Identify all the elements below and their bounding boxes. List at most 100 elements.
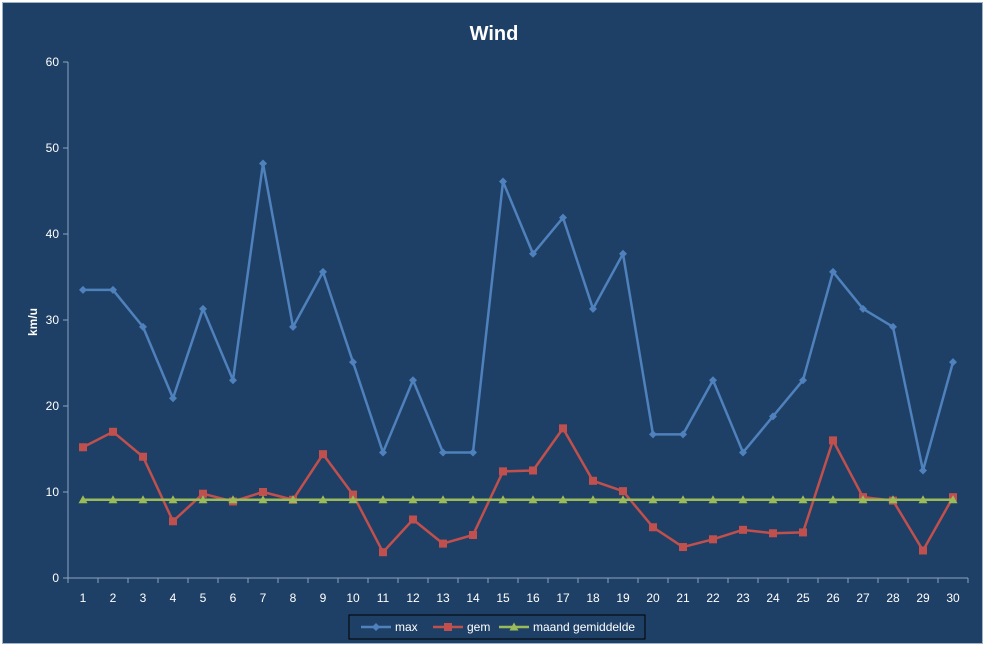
data-point-gem [619, 487, 627, 496]
chart-title: Wind [470, 23, 519, 45]
data-point-max [79, 285, 87, 294]
data-point-maand-gemiddelde [408, 495, 418, 504]
data-point-maand-gemiddelde [918, 495, 928, 504]
data-point-maand-gemiddelde [558, 495, 568, 504]
data-point-maand-gemiddelde [468, 495, 478, 504]
data-point-max [109, 285, 117, 294]
data-point-max [139, 322, 147, 331]
data-point-gem [769, 529, 777, 538]
y-tick-label: 60 [46, 55, 60, 69]
x-tick-label: 5 [200, 591, 207, 605]
data-point-maand-gemiddelde [618, 495, 628, 504]
data-point-maand-gemiddelde [78, 495, 88, 504]
x-tick-label: 16 [526, 591, 540, 605]
legend-item-maand-gemiddelde: maand gemiddelde [499, 620, 635, 634]
data-point-maand-gemiddelde [348, 495, 358, 504]
data-point-max [529, 249, 537, 258]
data-point-gem [319, 450, 327, 459]
legend-label: maand gemiddelde [533, 620, 635, 634]
data-point-max [859, 304, 867, 313]
data-point-maand-gemiddelde [138, 495, 148, 504]
data-point-maand-gemiddelde [948, 495, 958, 504]
data-point-max [829, 267, 837, 276]
data-point-maand-gemiddelde [318, 495, 328, 504]
data-point-gem [529, 466, 537, 475]
x-tick-label: 1 [80, 591, 87, 605]
data-point-maand-gemiddelde [438, 495, 448, 504]
x-tick-label: 17 [556, 591, 570, 605]
data-point-maand-gemiddelde [198, 495, 208, 504]
series-gem [79, 424, 957, 557]
x-tick-label: 7 [260, 591, 267, 605]
data-point-max [739, 448, 747, 457]
data-point-maand-gemiddelde [858, 495, 868, 504]
legend-swatch-marker [372, 623, 380, 631]
data-point-maand-gemiddelde [738, 495, 748, 504]
data-point-gem [799, 528, 807, 537]
data-point-max [289, 322, 297, 331]
data-point-max [889, 322, 897, 331]
data-point-gem [199, 489, 207, 498]
series-line-gem [82, 427, 955, 554]
x-tick-label: 13 [436, 591, 450, 605]
x-tick-label: 28 [886, 591, 900, 605]
data-point-maand-gemiddelde [648, 495, 658, 504]
legend-label: gem [467, 620, 490, 634]
x-tick-label: 19 [616, 591, 630, 605]
x-tick-label: 4 [170, 591, 177, 605]
y-tick-label: 0 [52, 571, 59, 585]
data-point-gem [469, 531, 477, 539]
x-tick-label: 21 [676, 591, 690, 605]
x-tick-label: 18 [586, 591, 600, 605]
data-point-max [499, 177, 507, 186]
data-point-maand-gemiddelde [498, 495, 508, 504]
data-point-maand-gemiddelde [528, 495, 538, 504]
x-tick-label: 3 [140, 591, 147, 605]
data-point-maand-gemiddelde [888, 495, 898, 504]
data-point-maand-gemiddelde [588, 495, 598, 504]
data-point-max [919, 466, 927, 475]
data-point-gem [679, 543, 687, 552]
x-tick-label: 27 [856, 591, 870, 605]
data-point-gem [79, 443, 87, 452]
data-point-gem [349, 490, 357, 499]
data-point-gem [919, 546, 927, 555]
data-point-max [439, 448, 447, 457]
data-point-max [409, 376, 417, 385]
data-point-maand-gemiddelde [798, 495, 808, 504]
data-point-max [469, 448, 477, 457]
data-point-maand-gemiddelde [828, 495, 838, 504]
data-point-max [199, 304, 207, 313]
legend-label: max [395, 620, 418, 634]
data-point-maand-gemiddelde [708, 495, 718, 504]
data-point-max [799, 376, 807, 385]
legend-swatch-marker [444, 623, 452, 631]
data-point-maand-gemiddelde [678, 495, 688, 504]
series-maand-gemiddelde [78, 495, 958, 504]
data-point-max [709, 376, 717, 385]
data-point-gem [439, 539, 447, 548]
legend-box [348, 614, 646, 640]
series-line-max [83, 162, 955, 472]
data-point-max [169, 394, 177, 403]
x-tick-label: 11 [377, 591, 390, 605]
legend-item-gem: gem [433, 620, 490, 634]
x-tick-label: 30 [946, 591, 960, 605]
x-tick-label: 29 [916, 591, 930, 605]
data-point-gem [169, 517, 177, 526]
series-max [79, 159, 957, 475]
y-tick-label: 10 [46, 485, 60, 499]
data-point-gem [589, 476, 597, 485]
data-point-max [649, 430, 657, 439]
y-axis-label: km/u [26, 308, 40, 336]
x-tick-label: 15 [496, 591, 510, 605]
data-point-maand-gemiddelde [168, 495, 178, 504]
data-point-maand-gemiddelde [768, 495, 778, 504]
x-tick-label: 22 [706, 591, 720, 605]
data-point-gem [709, 535, 717, 544]
data-point-max [319, 267, 327, 276]
legend-item-max: max [361, 620, 418, 634]
data-point-gem [379, 548, 387, 557]
